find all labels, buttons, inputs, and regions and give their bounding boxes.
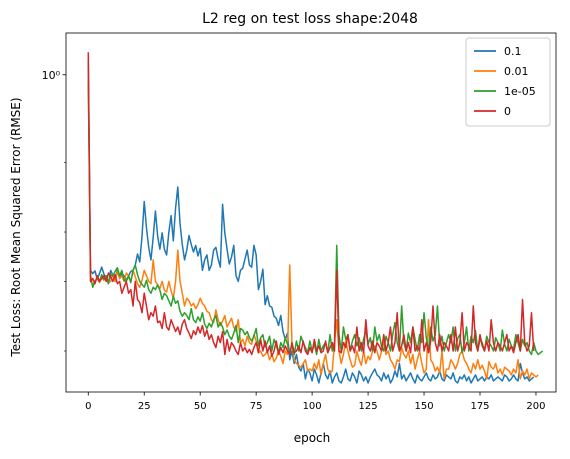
- series-line-2: [87, 79, 544, 356]
- axes: 0 25 50 75 100 125 150 175 200 10⁰: [42, 32, 557, 412]
- x-tick-label-5: 125: [359, 401, 378, 412]
- x-axis-label: epoch: [294, 431, 331, 445]
- series-line-3: [87, 52, 535, 357]
- x-tick-label-3: 75: [250, 401, 263, 412]
- legend-label-1: 0.01: [504, 65, 529, 78]
- y-axis-label: Test Loss: Root Mean Squared Error (RMSE…: [9, 97, 23, 357]
- y-tick-label-0: 10⁰: [42, 69, 61, 82]
- legend-label-2: 1e-05: [504, 85, 536, 98]
- x-tick-label-1: 25: [138, 401, 151, 412]
- x-tick-label-8: 200: [526, 401, 545, 412]
- legend-box: [465, 37, 551, 127]
- plot-area: [87, 52, 544, 384]
- x-tick-label-0: 0: [85, 401, 91, 412]
- legend-label-0: 0.1: [504, 45, 522, 58]
- plot-frame: [65, 32, 557, 393]
- x-tick-label-6: 150: [414, 401, 433, 412]
- series-line-1: [87, 78, 539, 380]
- x-tick-label-4: 100: [303, 401, 322, 412]
- x-tick-label-7: 175: [470, 401, 489, 412]
- legend: 0.1 0.01 1e-05 0: [465, 37, 551, 127]
- series-line-0: [87, 59, 535, 384]
- x-tick-label-2: 50: [194, 401, 207, 412]
- chart-title: L2 reg on test loss shape:2048: [202, 11, 418, 27]
- legend-label-3: 0: [504, 105, 511, 118]
